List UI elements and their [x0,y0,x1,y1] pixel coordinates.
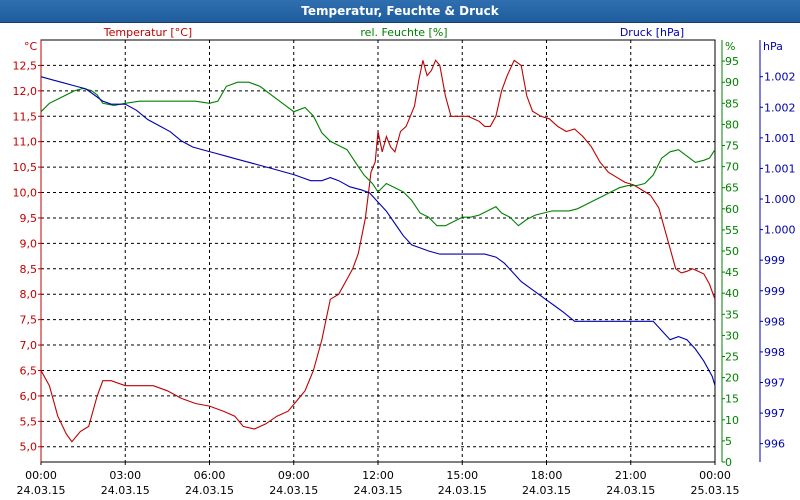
x-tick-time: 12:00 [362,469,394,482]
x-tick-time: 21:00 [615,469,647,482]
humidity-tick-label: 15 [725,393,739,406]
humidity-tick-label: 30 [725,329,739,342]
x-tick-date: 24.03.15 [101,484,150,497]
temperature-unit-label: °C [24,40,38,53]
humidity-tick-label: 80 [725,118,739,131]
x-tick-time: 00:00 [699,469,731,482]
humidity-tick-label: 70 [725,161,739,174]
humidity-tick-label: 45 [725,266,739,279]
pressure-unit-label: hPa [763,40,783,53]
temperature-tick-label: 9,0 [20,237,38,250]
chart-title-bar: Temperatur, Feuchte & Druck [0,0,800,23]
x-tick-time: 06:00 [194,469,226,482]
humidity-tick-label: 5 [725,435,732,448]
temperature-tick-label: 11,0 [13,136,38,149]
pressure-line [40,76,716,386]
x-tick-time: 18:00 [531,469,563,482]
legend-temperature: Temperatur [°C] [103,26,192,39]
x-tick-date: 24.03.15 [354,484,403,497]
x-tick-date: 24.03.15 [269,484,318,497]
temperature-tick-label: 10,5 [13,161,38,174]
temperature-tick-label: 10,0 [13,187,38,200]
humidity-tick-label: 0 [725,456,732,469]
temperature-tick-label: 7,5 [20,314,38,327]
humidity-tick-label: 85 [725,97,739,110]
temperature-tick-label: 11,5 [13,110,38,123]
humidity-tick-label: 60 [725,203,739,216]
temperature-tick-label: 9,5 [20,212,38,225]
pressure-tick-label: 996 [764,438,785,451]
x-tick-date: 24.03.15 [522,484,571,497]
x-tick-time: 00:00 [25,469,57,482]
humidity-tick-label: 50 [725,245,739,258]
pressure-tick-label: 997 [764,376,785,389]
pressure-tick-label: 1.001 [764,132,796,145]
pressure-tick-label: 999 [764,285,785,298]
pressure-tick-label: 997 [764,407,785,420]
humidity-line [40,81,716,227]
humidity-tick-label: 95 [725,55,739,68]
humidity-unit-label: % [725,40,735,53]
x-tick-time: 09:00 [278,469,310,482]
temperature-tick-label: 8,5 [20,263,38,276]
temperature-tick-label: 5,0 [20,441,38,454]
temperature-tick-label: 6,5 [20,364,38,377]
temperature-tick-label: 8,0 [20,288,38,301]
pressure-tick-label: 1.001 [764,162,796,175]
humidity-tick-label: 35 [725,308,739,321]
temperature-tick-label: 12,5 [13,59,38,72]
temperature-tick-label: 7,0 [20,339,38,352]
humidity-tick-label: 75 [725,140,739,153]
chart-title: Temperatur, Feuchte & Druck [301,4,499,18]
pressure-tick-label: 1.002 [764,71,796,84]
humidity-tick-label: 55 [725,224,739,237]
pressure-tick-label: 1.000 [764,193,796,206]
x-tick-date: 24.03.15 [606,484,655,497]
x-tick-time: 03:00 [109,469,141,482]
temperature-tick-label: 12,0 [13,85,38,98]
x-tick-time: 15:00 [446,469,478,482]
humidity-tick-label: 25 [725,351,739,364]
humidity-tick-label: 65 [725,182,739,195]
pressure-tick-label: 1.002 [764,101,796,114]
humidity-tick-label: 20 [725,372,739,385]
x-tick-date: 24.03.15 [185,484,234,497]
temperature-tick-label: 6,0 [20,390,38,403]
pressure-tick-label: 998 [764,315,785,328]
humidity-tick-label: 40 [725,287,739,300]
humidity-tick-label: 10 [725,414,739,427]
pressure-tick-label: 999 [764,254,785,267]
pressure-tick-label: 998 [764,346,785,359]
humidity-tick-label: 90 [725,76,739,89]
legend-humidity: rel. Feuchte [%] [360,26,447,39]
x-tick-date: 24.03.15 [438,484,487,497]
temperature-tick-label: 5,5 [20,415,38,428]
x-tick-date: 24.03.15 [17,484,66,497]
temperature-line [40,59,716,443]
legend-pressure: Druck [hPa] [620,26,684,39]
pressure-tick-label: 1.000 [764,224,796,237]
x-tick-date: 25.03.15 [691,484,740,497]
